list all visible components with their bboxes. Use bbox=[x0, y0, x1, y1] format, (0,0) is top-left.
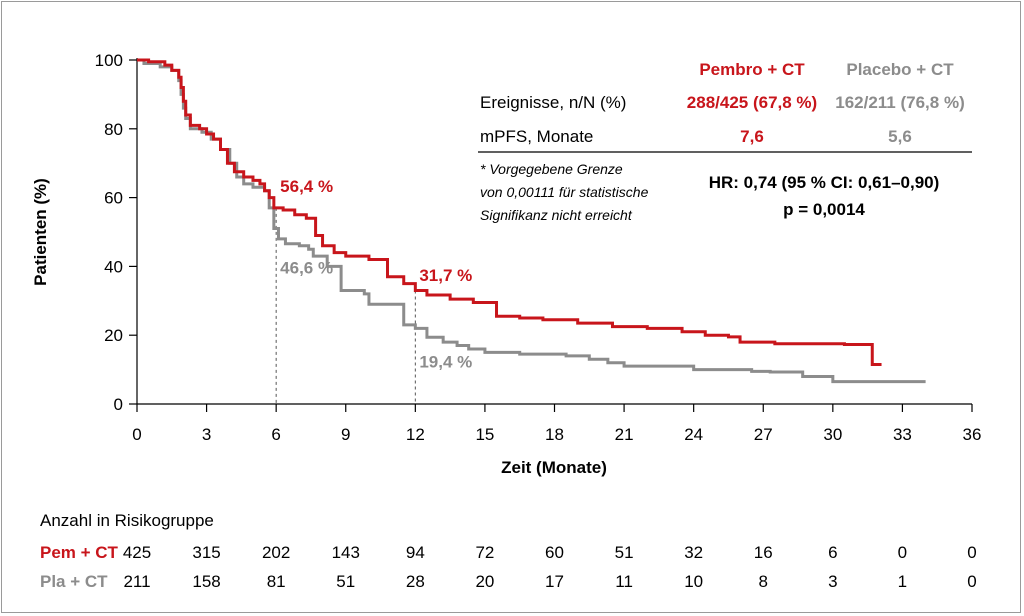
risk-table-cell: 32 bbox=[684, 543, 703, 562]
risk-table-cell: 51 bbox=[336, 572, 355, 591]
table-cell-events-placebo: 162/211 (76,8 %) bbox=[835, 93, 964, 112]
x-tick-label: 9 bbox=[341, 425, 350, 444]
data-label: 46,6 % bbox=[280, 259, 333, 278]
x-tick-label: 18 bbox=[545, 425, 564, 444]
risk-table-cell: 425 bbox=[123, 543, 151, 562]
risk-table-cell: 94 bbox=[406, 543, 425, 562]
risk-table-cell: 60 bbox=[545, 543, 564, 562]
risk-table-cell: 1 bbox=[898, 572, 907, 591]
y-tick-label: 0 bbox=[114, 395, 123, 414]
risk-row-label-placebo: Pla + CT bbox=[40, 572, 108, 591]
x-tick-label: 6 bbox=[271, 425, 280, 444]
risk-table-cell: 8 bbox=[759, 572, 768, 591]
risk-table-cell: 16 bbox=[754, 543, 773, 562]
series-line-pembro bbox=[137, 58, 882, 366]
table-cell-mpfs-placebo: 5,6 bbox=[888, 127, 912, 146]
table-header-pembro: Pembro + CT bbox=[699, 60, 805, 79]
data-label: 19,4 % bbox=[419, 352, 472, 371]
risk-table-cell: 10 bbox=[684, 572, 703, 591]
risk-table-cell: 0 bbox=[967, 543, 976, 562]
x-tick-label: 15 bbox=[475, 425, 494, 444]
risk-table-cell: 0 bbox=[967, 572, 976, 591]
risk-table-cell: 81 bbox=[267, 572, 286, 591]
risk-table-cell: 51 bbox=[615, 543, 634, 562]
table-row-label-events: Ereignisse, n/N (%) bbox=[480, 93, 626, 112]
data-label: 31,7 % bbox=[419, 266, 472, 285]
risk-table-cell: 17 bbox=[545, 572, 564, 591]
risk-table-cell: 0 bbox=[898, 543, 907, 562]
risk-table-cell: 3 bbox=[828, 572, 837, 591]
risk-table-cell: 202 bbox=[262, 543, 290, 562]
y-tick-label: 80 bbox=[104, 120, 123, 139]
x-tick-label: 30 bbox=[823, 425, 842, 444]
risk-table-cell: 72 bbox=[475, 543, 494, 562]
x-tick-label: 33 bbox=[893, 425, 912, 444]
risk-table-cell: 158 bbox=[192, 572, 220, 591]
risk-row-label-pembro: Pem + CT bbox=[40, 543, 119, 562]
y-tick-label: 20 bbox=[104, 326, 123, 345]
y-tick-label: 40 bbox=[104, 257, 123, 276]
footnote-line-2: von 0,00111 für statistische bbox=[480, 184, 649, 200]
risk-table-cell: 11 bbox=[615, 572, 633, 591]
table-cell-events-pembro: 288/425 (67,8 %) bbox=[687, 93, 817, 112]
risk-table-cell: 20 bbox=[475, 572, 494, 591]
risk-table-cell: 211 bbox=[123, 572, 150, 591]
p-value: p = 0,0014 bbox=[783, 200, 865, 219]
footnote-line-3: Signifikanz nicht erreicht bbox=[480, 207, 633, 223]
x-tick-label: 3 bbox=[202, 425, 211, 444]
hazard-ratio: HR: 0,74 (95 % CI: 0,61–0,90) bbox=[709, 173, 940, 192]
data-label: 56,4 % bbox=[280, 177, 333, 196]
x-tick-label: 27 bbox=[754, 425, 773, 444]
x-tick-label: 36 bbox=[963, 425, 982, 444]
x-tick-label: 21 bbox=[615, 425, 634, 444]
risk-table-cell: 6 bbox=[828, 543, 837, 562]
y-axis-label: Patienten (%) bbox=[31, 178, 50, 286]
risk-table-cell: 315 bbox=[192, 543, 220, 562]
x-tick-label: 24 bbox=[684, 425, 703, 444]
table-row-label-mpfs: mPFS, Monate bbox=[480, 127, 593, 146]
y-tick-label: 100 bbox=[95, 51, 123, 70]
table-cell-mpfs-pembro: 7,6 bbox=[740, 127, 764, 146]
y-tick-label: 60 bbox=[104, 189, 123, 208]
footnote-line-1: * Vorgegebene Grenze bbox=[480, 161, 623, 177]
x-tick-label: 0 bbox=[132, 425, 141, 444]
risk-table-cell: 28 bbox=[406, 572, 425, 591]
x-axis-label: Zeit (Monate) bbox=[501, 458, 607, 477]
risk-table-cell: 143 bbox=[332, 543, 360, 562]
x-tick-label: 12 bbox=[406, 425, 425, 444]
risk-table-title: Anzahl in Risikogruppe bbox=[40, 511, 214, 530]
table-header-placebo: Placebo + CT bbox=[846, 60, 954, 79]
